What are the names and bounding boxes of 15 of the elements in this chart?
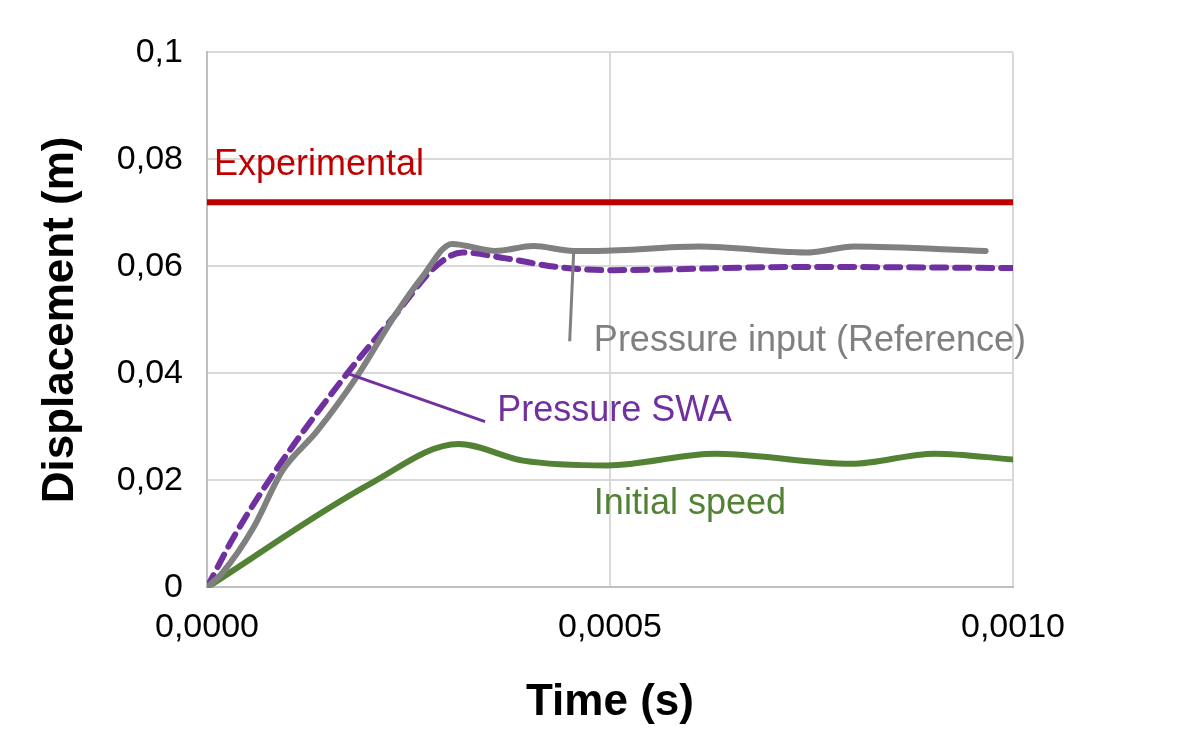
x-tick-label: 0,0010: [961, 606, 1065, 645]
ref-line-label: Experimental: [213, 142, 425, 184]
y-tick-label: 0,1: [135, 30, 183, 69]
x-axis-title: Time (s): [526, 674, 694, 724]
x-tick-label: 0,0000: [154, 606, 259, 645]
series-label: Pressure input (Reference): [593, 318, 1027, 360]
x-tick-label: 0,0005: [557, 606, 662, 645]
series-label: Initial speed: [593, 481, 787, 523]
y-tick-label: 0,04: [116, 351, 183, 390]
y-tick-label: 0,02: [116, 458, 183, 497]
y-tick-label: 0,06: [116, 244, 183, 283]
y-tick-label: 0,08: [116, 137, 183, 176]
y-axis-title: Displacement (m): [32, 136, 82, 504]
y-tick-label: 0: [164, 565, 183, 604]
legend-label: Pressure SWA: [497, 387, 732, 429]
